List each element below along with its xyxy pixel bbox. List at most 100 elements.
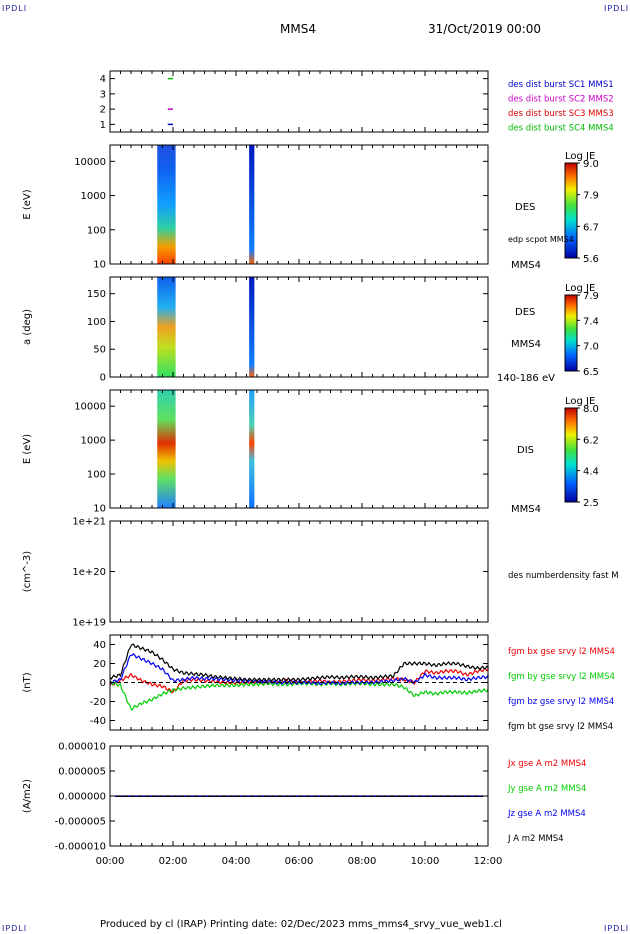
stacked-plot: 1 2 3 4 des dist burst SC1 MMS1 des dist burs… — [22, 70, 619, 867]
panel-frame — [109, 70, 489, 133]
colorbar — [564, 407, 578, 503]
legend-current-4: J A m2 MMS4 — [507, 834, 564, 844]
x-tick-label: 04:00 — [222, 856, 251, 867]
spectrogram-block — [157, 277, 176, 377]
y-tick-label: 1000 — [81, 191, 106, 202]
y-axis-label: (A/m2) — [22, 779, 33, 813]
y-tick-label: 1e+19 — [72, 618, 106, 629]
spacecraft-title: MMS4 — [280, 22, 316, 36]
y-axis-label: E (eV) — [22, 434, 33, 464]
panel-frame — [109, 520, 489, 623]
colorbar-tick-label: 7.9 — [583, 291, 599, 302]
colorbar-tick-label: 6.2 — [583, 435, 599, 446]
legend-field-3: fgm bz gse srvy l2 MMS4 — [508, 697, 614, 707]
date-title: 31/Oct/2019 00:00 — [428, 22, 542, 36]
colorbar-tick-label: 5.6 — [583, 254, 599, 265]
colorbar-tick-label: 4.4 — [583, 467, 599, 478]
colorbar-tick-label: 6.5 — [583, 367, 599, 378]
y-tick-label: 50 — [93, 345, 106, 356]
legend-burst-4: des dist burst SC4 MMS4 — [508, 124, 614, 134]
colorbar-tick-label: 6.7 — [583, 222, 599, 233]
y-tick-label: 150 — [87, 289, 106, 300]
legend-density: des numberdensity fast M — [508, 571, 619, 581]
colorbar-tick-label: 7.0 — [583, 342, 599, 353]
y-tick-label: 20 — [93, 659, 106, 670]
instrument-label: DIS — [517, 445, 534, 456]
y-tick-label: 0.000005 — [58, 767, 106, 778]
legend-burst-2: des dist burst SC2 MMS2 — [508, 95, 614, 105]
y-tick-label: 1e+21 — [72, 517, 106, 528]
instrument-label: DES — [515, 307, 535, 318]
x-tick-label: 00:00 — [96, 856, 125, 867]
y-tick-label: -0.000005 — [55, 817, 106, 828]
instrument-label: DES — [515, 202, 535, 213]
legend-current-3: Jz gse A m2 MMS4 — [507, 809, 586, 819]
colorbar-label: Log JE — [565, 283, 595, 294]
y-tick-label: 4 — [100, 74, 106, 85]
x-tick-label: 02:00 — [159, 856, 188, 867]
spectrogram-block — [249, 145, 255, 264]
spectrogram-block — [249, 390, 255, 508]
x-tick-label: 10:00 — [411, 856, 440, 867]
x-tick-label: 06:00 — [285, 856, 314, 867]
footer-credits: Produced by cl (IRAP) Printing date: 02/… — [100, 919, 502, 930]
y-tick-label: 0 — [100, 678, 106, 689]
y-tick-label: 0.000000 — [58, 792, 106, 803]
y-tick-label: 1 — [100, 120, 106, 131]
legend-field-2: fgm by gse srvy l2 MMS4 — [508, 672, 615, 682]
y-axis-label: (nT) — [22, 672, 33, 692]
legend-field-4: fgm bt gse srvy l2 MMS4 — [508, 722, 613, 732]
y-tick-label: 0.000010 — [58, 742, 106, 753]
colorbar-tick-label: 8.0 — [583, 404, 599, 415]
x-tick-label: 08:00 — [348, 856, 377, 867]
energy-range-label: 140-186 eV — [497, 373, 555, 384]
spacecraft-label: MMS4 — [511, 504, 541, 515]
corner-mark-top-left: IPDLI — [2, 4, 28, 13]
y-tick-label: 0 — [100, 373, 106, 384]
y-tick-label: 100 — [87, 470, 106, 481]
legend-current-2: Jy gse A m2 MMS4 — [507, 784, 586, 794]
colorbar-tick-label: 7.4 — [583, 316, 599, 327]
colorbar-label: Log JE — [565, 396, 595, 407]
y-tick-label: 10000 — [74, 402, 106, 413]
legend-burst-1: des dist burst SC1 MMS1 — [508, 80, 614, 90]
y-axis-label: (cm^-3) — [22, 551, 33, 592]
y-axis-label: E (eV) — [22, 189, 33, 219]
colorbar — [564, 294, 578, 372]
y-axis-label: a (deg) — [22, 309, 33, 345]
legend-current-1: Jx gse A m2 MMS4 — [507, 759, 586, 769]
series-line-bz — [109, 652, 489, 686]
colorbar-tick-label: 2.5 — [583, 498, 599, 509]
y-tick-label: 10 — [93, 504, 106, 515]
x-tick-label: 12:00 — [474, 856, 503, 867]
legend-field-1: fgm bx gse srvy l2 MMS4 — [508, 647, 615, 657]
y-tick-label: 3 — [100, 89, 106, 100]
y-tick-label: 1000 — [81, 436, 106, 447]
colorbar-tick-label: 9.0 — [583, 159, 599, 170]
colorbar-label: Log JE — [565, 151, 595, 162]
y-tick-label: 1e+20 — [72, 567, 106, 578]
scpot-label: edp scpot MMS4 — [508, 235, 574, 244]
colorbar-tick-label: 7.9 — [583, 191, 599, 202]
series-line-by — [109, 680, 489, 711]
spectrogram-block — [157, 145, 176, 264]
spacecraft-label: MMS4 — [511, 260, 541, 271]
spectrogram-block — [157, 390, 176, 508]
corner-mark-bottom-right: IPDLI — [604, 924, 630, 933]
y-tick-label: -0.000010 — [55, 842, 106, 853]
y-tick-label: 10 — [93, 260, 106, 271]
corner-mark-top-right: IPDLI — [604, 4, 630, 13]
y-tick-label: -40 — [90, 716, 106, 727]
y-tick-label: 40 — [93, 640, 106, 651]
legend-burst-3: des dist burst SC3 MMS3 — [508, 109, 614, 119]
y-tick-label: 10000 — [74, 157, 106, 168]
colorbar — [564, 162, 578, 259]
y-tick-label: 100 — [87, 317, 106, 328]
spectrogram-block — [249, 277, 255, 377]
y-tick-label: 100 — [87, 225, 106, 236]
corner-mark-bottom-left: IPDLI — [2, 924, 28, 933]
spacecraft-label: MMS4 — [511, 339, 541, 350]
y-tick-label: -20 — [90, 697, 106, 708]
series-line-bt — [109, 643, 489, 683]
y-tick-label: 2 — [100, 105, 106, 116]
